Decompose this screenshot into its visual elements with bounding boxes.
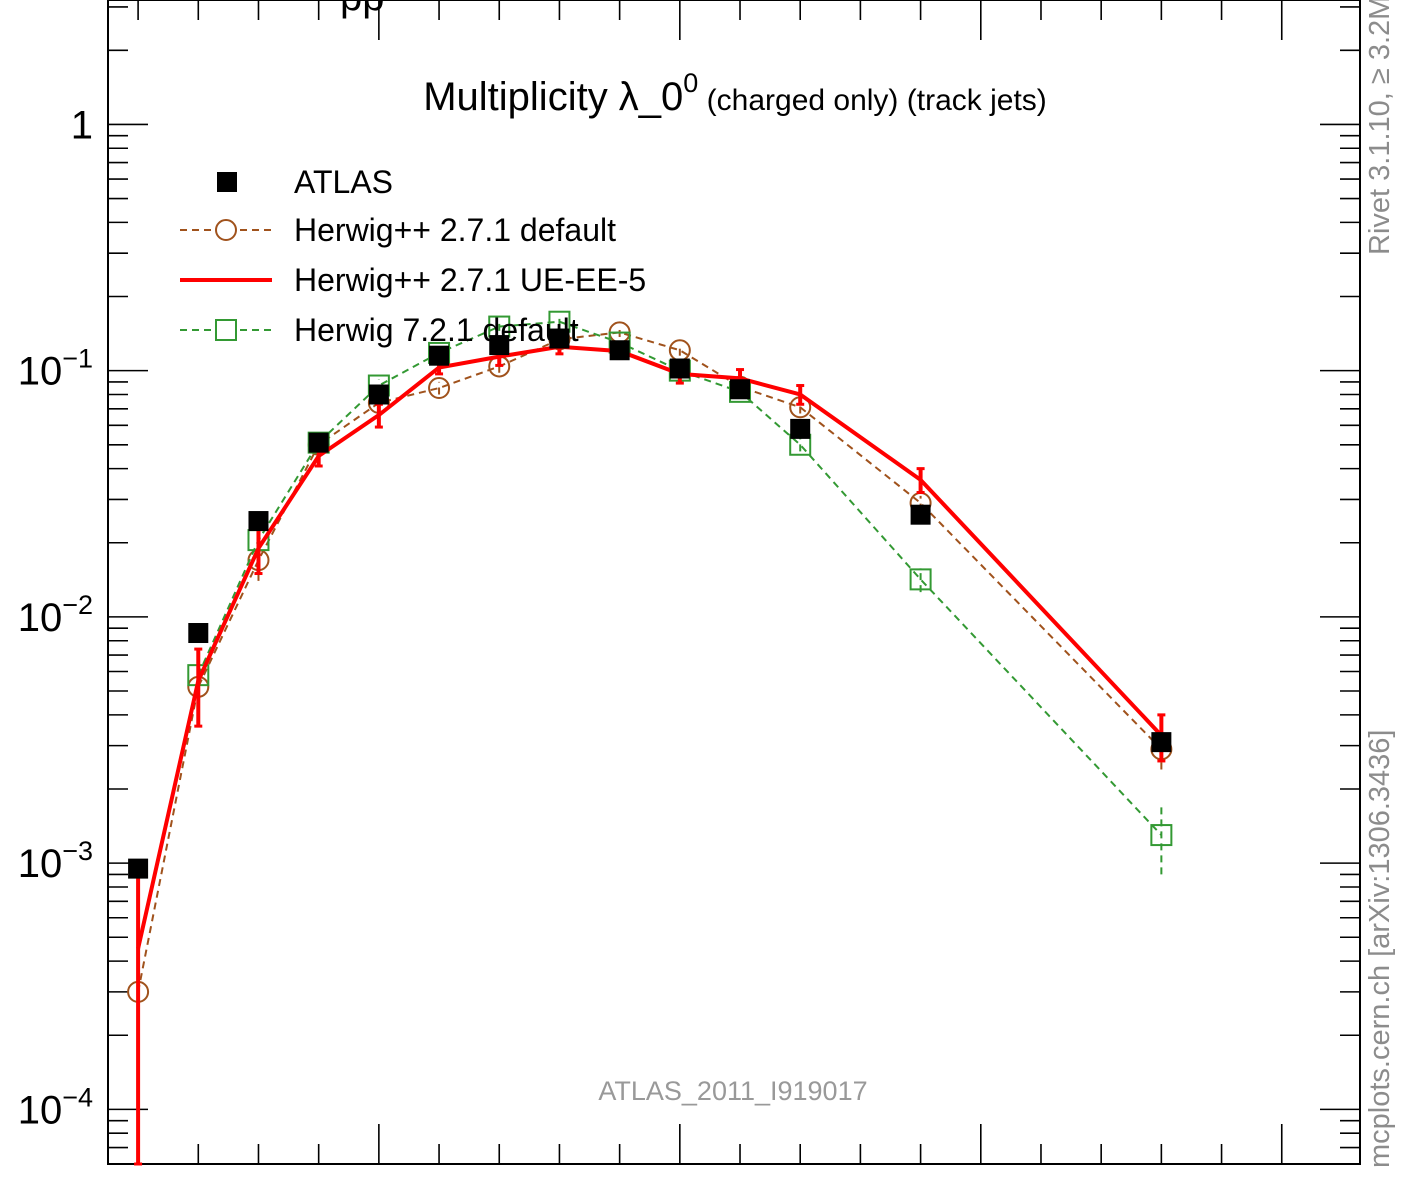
y-tick-exponent: −2 xyxy=(62,590,93,620)
legend-label: ATLAS xyxy=(294,164,393,200)
top-cut-label: pp xyxy=(340,0,385,19)
data-point xyxy=(909,568,932,591)
data-point xyxy=(609,340,630,361)
legend-marker xyxy=(215,319,237,341)
y-tick-label: 10−3 xyxy=(18,836,93,886)
series-line xyxy=(136,344,1163,949)
series-2 xyxy=(134,338,1166,1166)
series-0 xyxy=(128,328,1172,879)
data-point xyxy=(549,328,570,349)
legend-label: Herwig++ 2.7.1 UE-EE-5 xyxy=(294,262,646,298)
y-tick-base: 10 xyxy=(18,842,63,886)
title-main: Multiplicity λ_0 xyxy=(423,75,683,119)
data-point xyxy=(669,358,690,379)
y-tick-label: 1 xyxy=(71,103,93,147)
title-superscript: 0 xyxy=(683,68,698,98)
y-tick-base: 10 xyxy=(18,350,63,394)
y-tick-exponent: −1 xyxy=(62,344,93,374)
data-point xyxy=(128,858,149,879)
series-3 xyxy=(187,310,1173,875)
data-point xyxy=(1151,732,1172,753)
chart-title: Multiplicity λ_00 (charged only) (track … xyxy=(423,68,1047,119)
data-point xyxy=(910,504,931,525)
legend-label: Herwig++ 2.7.1 default xyxy=(294,212,616,248)
legend-marker xyxy=(217,172,237,192)
data-point xyxy=(790,418,811,439)
y-tick-exponent: −4 xyxy=(62,1082,93,1112)
plot-frame xyxy=(107,0,1361,1165)
y-tick-base: 10 xyxy=(18,596,63,640)
data-point xyxy=(428,377,451,400)
y-tick-label: 10−4 xyxy=(18,1082,93,1132)
legend-label: Herwig 7.2.1 default xyxy=(294,312,579,348)
data-point xyxy=(308,432,329,453)
data-point xyxy=(429,345,450,366)
axes: 110−110−210−310−4 xyxy=(18,0,1360,1165)
data-point xyxy=(1150,824,1173,847)
y-tick-base: 10 xyxy=(18,1088,63,1132)
mcplots-source-label: mcplots.cern.ch [arXiv:1306.3436] xyxy=(1364,729,1396,1168)
data-point xyxy=(489,335,510,356)
watermark: ATLAS_2011_I919017 xyxy=(598,1076,867,1106)
y-tick-label: 10−2 xyxy=(18,590,93,640)
y-tick-exponent: −3 xyxy=(62,836,93,866)
series-layer xyxy=(127,310,1173,1166)
y-tick-label: 10−1 xyxy=(18,344,93,394)
data-point xyxy=(188,623,209,644)
data-point xyxy=(248,511,269,532)
data-point xyxy=(368,384,389,405)
series-line xyxy=(137,331,1163,993)
legend-marker xyxy=(215,219,237,241)
rivet-version-label: Rivet 3.1.10, ≥ 3.2M events xyxy=(1364,0,1396,255)
data-point xyxy=(730,379,751,400)
series-1 xyxy=(127,321,1173,1164)
legend: ATLAS Herwig++ 2.7.1 default Herwig++ 2.7.… xyxy=(180,164,646,348)
series-line xyxy=(197,320,1163,836)
title-subtext: (charged only) (track jets) xyxy=(698,84,1046,117)
